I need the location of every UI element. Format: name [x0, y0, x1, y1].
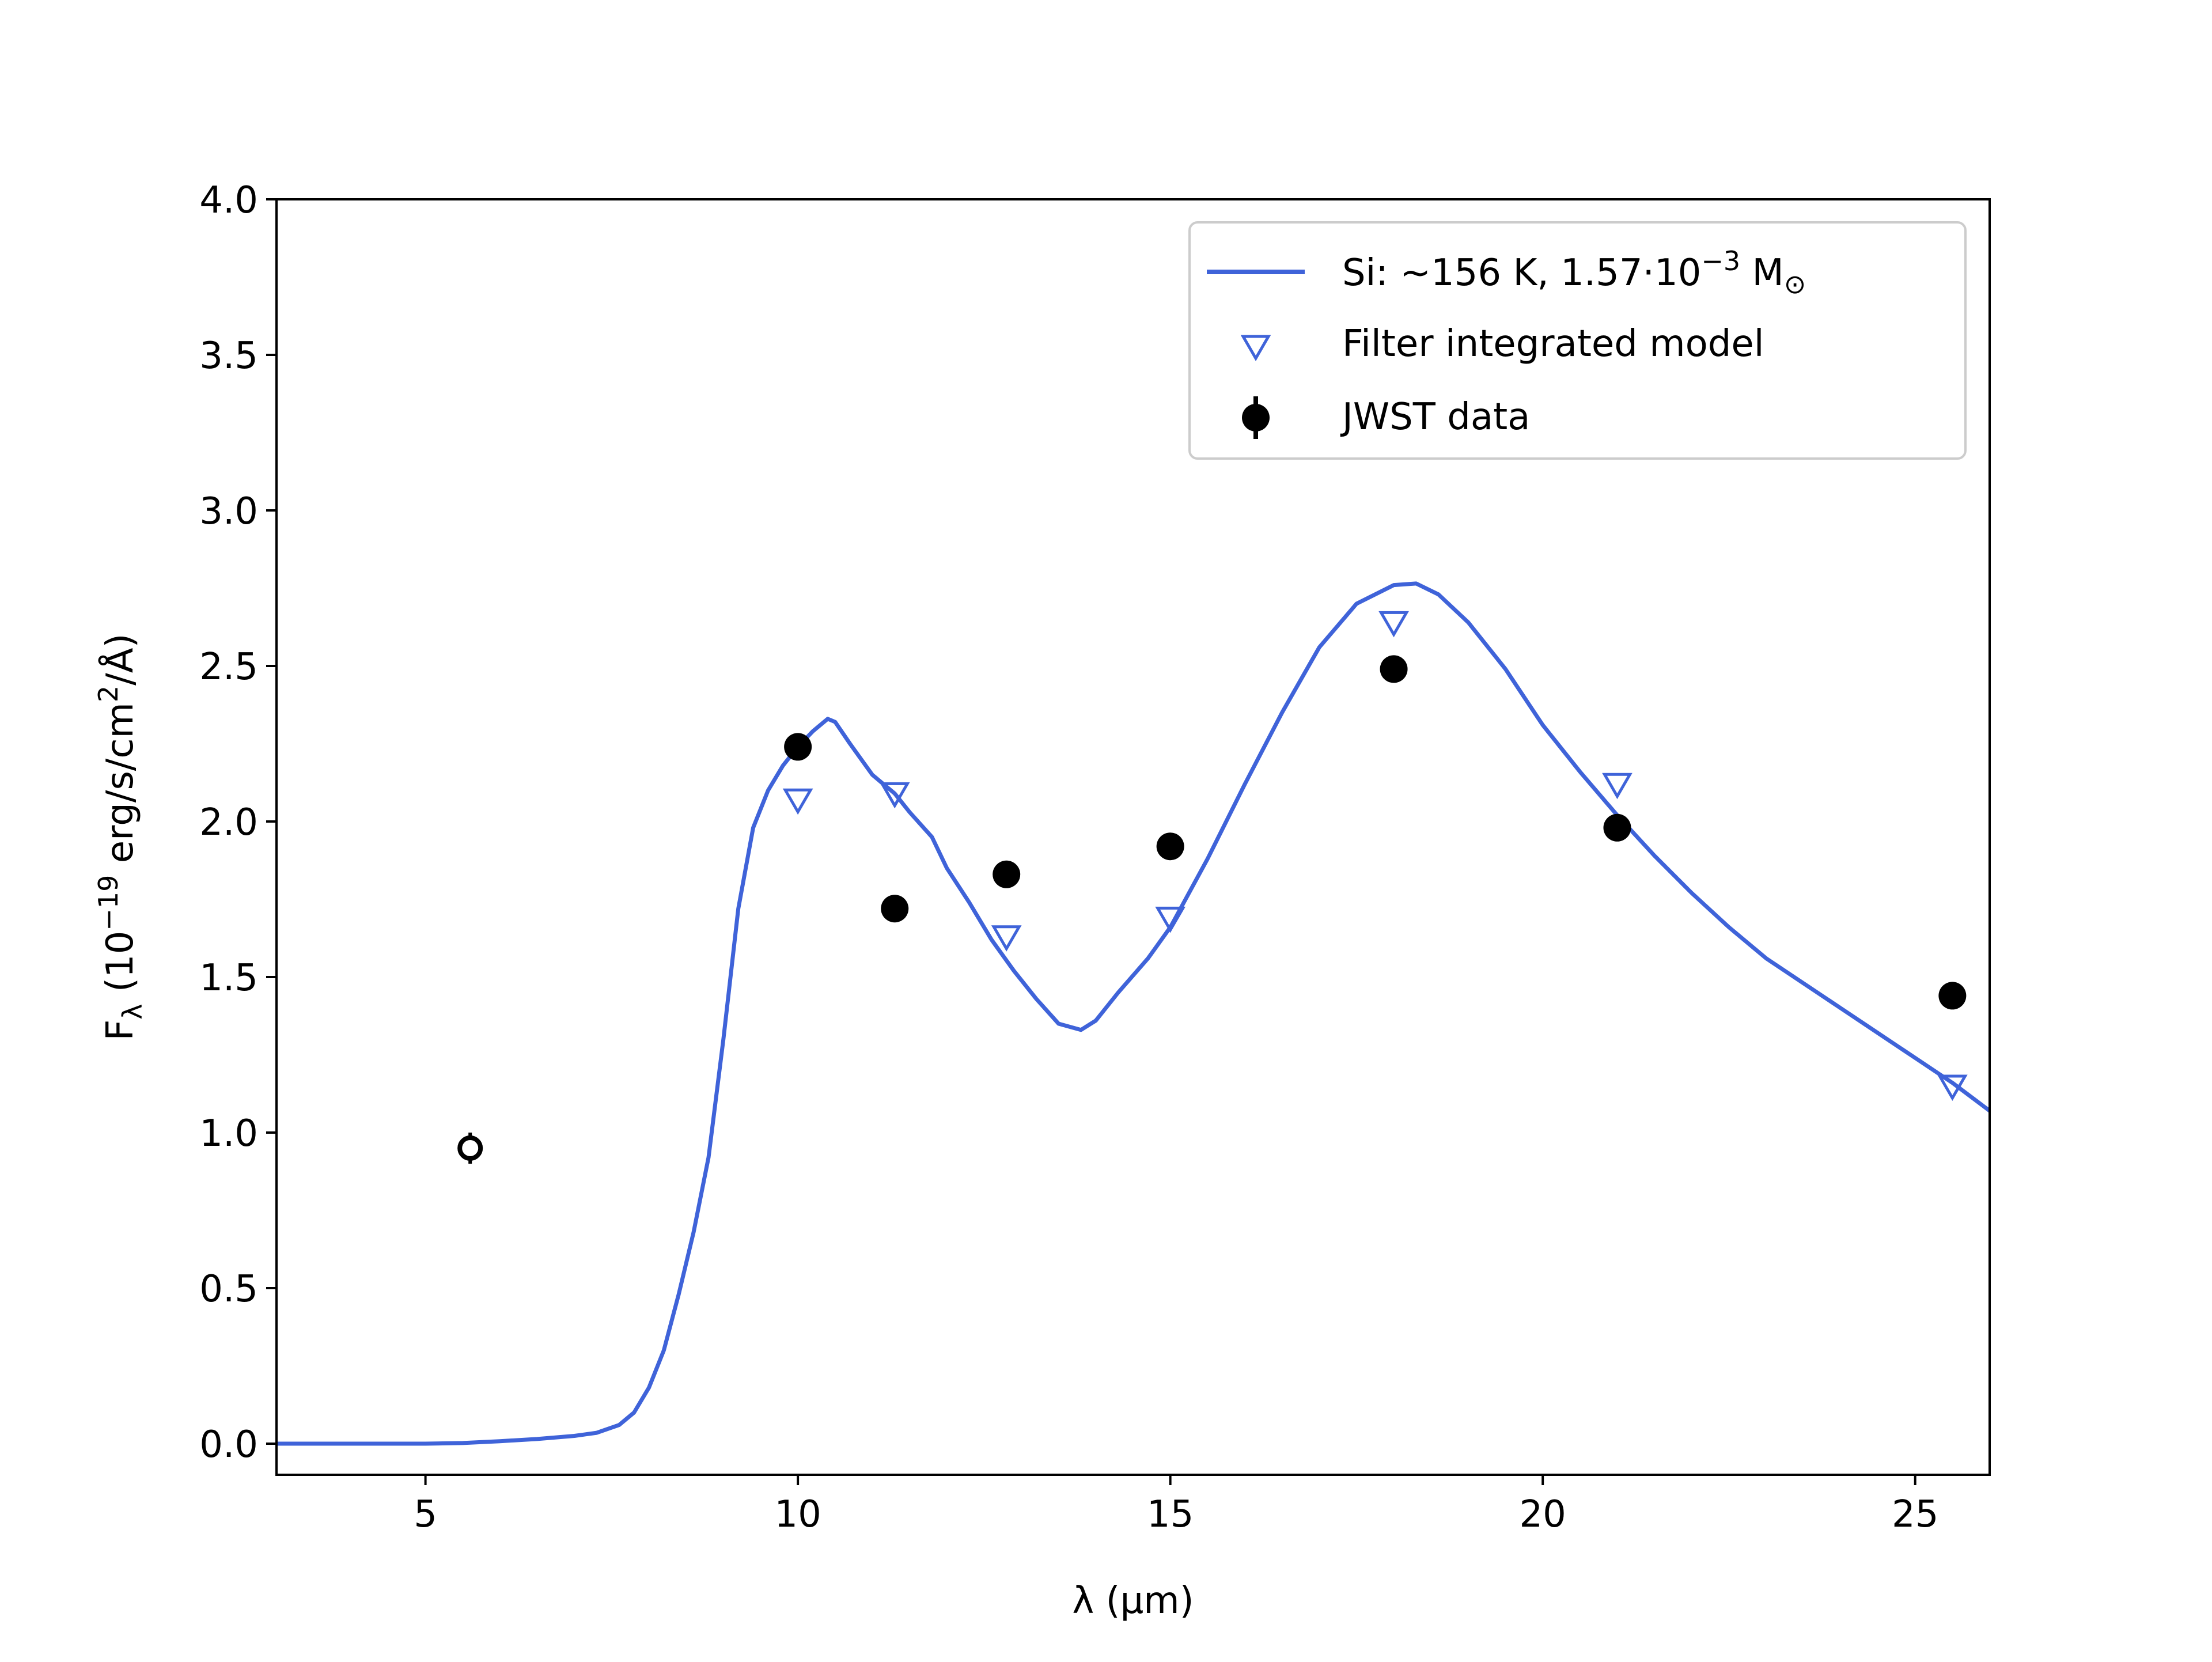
plot-area — [276, 581, 1990, 1446]
legend-frame — [1188, 221, 1967, 460]
jwst-data-point — [1380, 655, 1408, 683]
y-tick-label: 1.5 — [199, 957, 258, 1000]
x-tick-label: 10 — [774, 1493, 821, 1536]
y-tick-label: 2.0 — [199, 801, 258, 844]
filter-model-marker — [879, 782, 910, 809]
x-tick-label: 25 — [1892, 1493, 1938, 1536]
axes-frame — [275, 198, 1991, 1476]
y-tick-label: 0.5 — [199, 1268, 258, 1311]
y-tick-label: 0.0 — [199, 1424, 258, 1466]
x-tick-label: 5 — [414, 1493, 437, 1536]
y-tick-label: 1.0 — [199, 1112, 258, 1155]
jwst-data-point — [993, 860, 1021, 888]
jwst-data-point — [1603, 813, 1631, 842]
series-layer — [276, 581, 1990, 1446]
y-tick-label: 3.0 — [199, 490, 258, 533]
y-tick-label: 4.0 — [199, 179, 258, 222]
y-axis: 0.0 0.5 1.0 1.5 2.0 2.5 3.0 3.5 4.0 — [199, 179, 276, 1466]
filter-model-marker — [1602, 773, 1633, 800]
filter-model-marker — [1155, 906, 1185, 933]
filter-model-marker — [782, 788, 813, 815]
filter-model-marker — [1378, 611, 1409, 638]
legend-data-marker — [1242, 404, 1270, 431]
legend-data-label: JWST data — [1340, 396, 1530, 438]
legend-model-label: Si: ~156 K, 1.57·10−3 M⊙ — [1342, 245, 1806, 300]
y-tick-label: 3.5 — [199, 335, 258, 377]
legend-filter-label: Filter integrated model — [1342, 323, 1764, 365]
x-axis: 5 10 15 20 25 — [414, 1475, 1938, 1536]
y-axis-label: Fλ (10−19 erg/s/cm2/Å) — [93, 634, 148, 1041]
jwst-open-data-point — [457, 1135, 483, 1161]
filter-model-marker — [1937, 1074, 1968, 1101]
x-tick-label: 15 — [1147, 1493, 1194, 1536]
x-tick-label: 20 — [1519, 1493, 1566, 1536]
filter-model-marker — [991, 925, 1022, 952]
legend-filter-marker — [1240, 335, 1271, 361]
legend: Si: ~156 K, 1.57·10−3 M⊙ Filter integrat… — [1188, 221, 1967, 460]
jwst-data-point — [1156, 832, 1184, 861]
jwst-data-point — [784, 733, 812, 761]
y-tick-label: 2.5 — [199, 646, 258, 688]
model-spectrum-line — [276, 581, 1990, 1446]
x-axis-label: λ (μm) — [1072, 1580, 1194, 1622]
jwst-data-point — [881, 895, 909, 923]
jwst-data-point — [1938, 982, 1967, 1010]
